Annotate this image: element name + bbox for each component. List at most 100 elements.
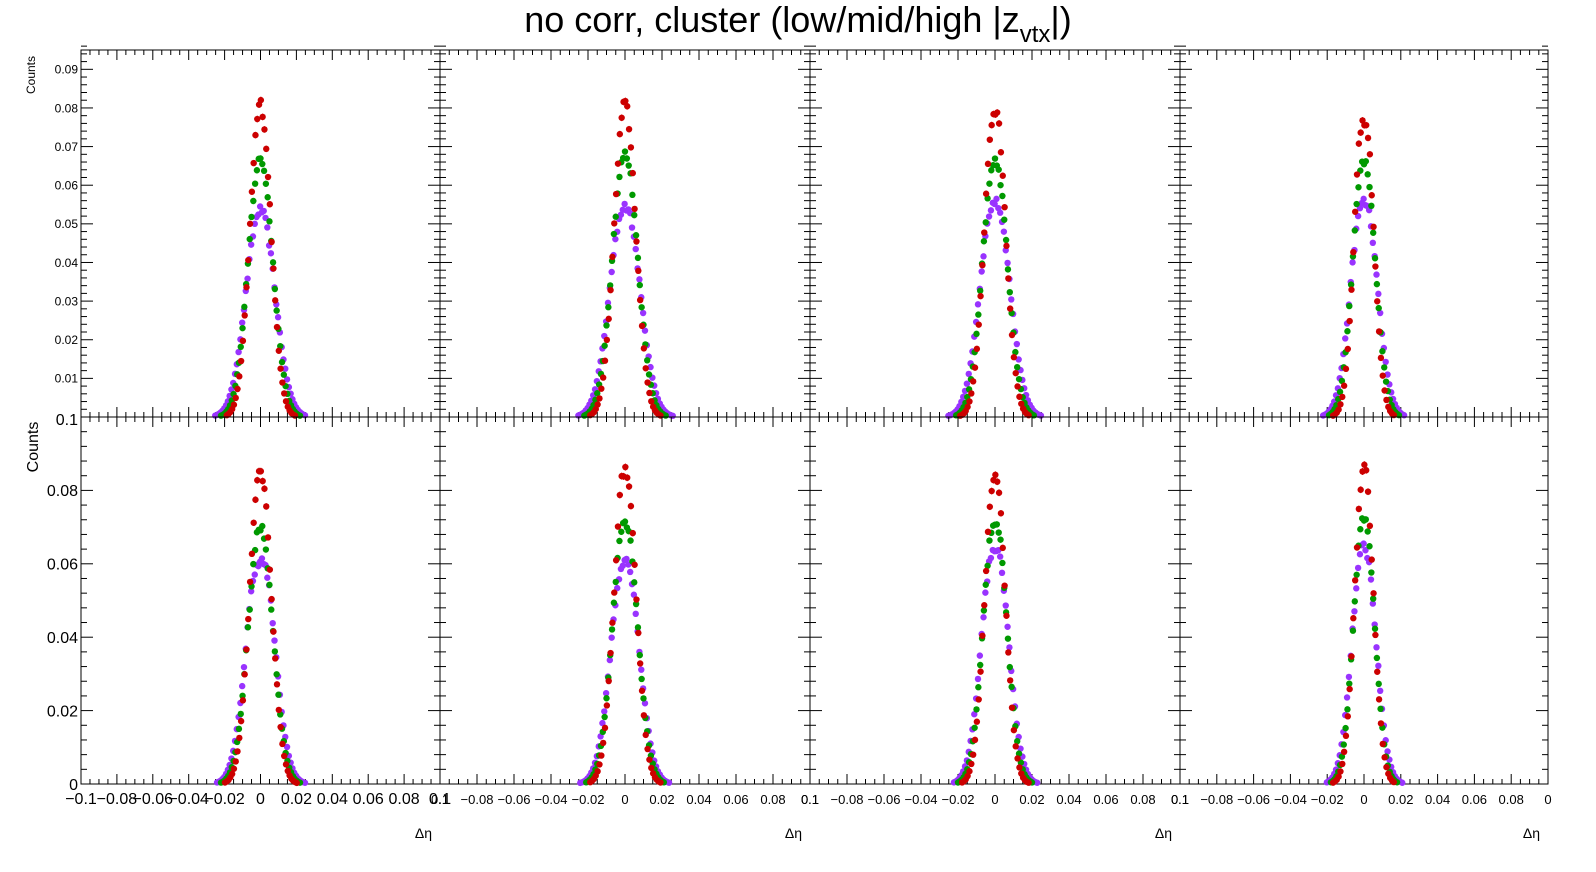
data-point xyxy=(246,578,254,586)
data-point xyxy=(632,232,640,239)
data-point xyxy=(1374,298,1381,305)
data-point xyxy=(261,126,268,133)
data-point xyxy=(641,700,649,707)
data-point xyxy=(262,546,270,553)
data-point xyxy=(1008,704,1016,711)
data-point xyxy=(1357,486,1364,493)
data-point xyxy=(1001,216,1008,223)
data-point xyxy=(994,478,1001,485)
data-point xyxy=(614,160,622,167)
data-point xyxy=(981,229,988,236)
x-tick-label: −0.1 xyxy=(65,791,97,808)
data-point xyxy=(1370,223,1377,231)
data-point xyxy=(1361,461,1368,468)
data-point xyxy=(973,718,981,725)
data-point xyxy=(1375,290,1382,298)
data-point xyxy=(235,348,242,356)
y-axis-label: Counts xyxy=(25,422,42,473)
data-point xyxy=(1339,393,1346,401)
data-point xyxy=(273,307,280,314)
data-point xyxy=(968,760,975,768)
data-point xyxy=(268,606,275,613)
data-point xyxy=(964,772,971,780)
data-point xyxy=(1344,328,1351,335)
data-point xyxy=(646,756,653,763)
data-point xyxy=(998,569,1006,577)
data-point xyxy=(973,345,981,353)
data-point xyxy=(248,213,255,221)
data-point xyxy=(1367,576,1375,583)
data-point xyxy=(282,761,290,768)
data-point xyxy=(263,503,270,510)
x-tick-label: −0.08 xyxy=(831,792,864,807)
data-point xyxy=(627,144,635,151)
data-point xyxy=(996,553,1004,560)
data-point xyxy=(1340,748,1348,756)
data-point xyxy=(262,180,270,187)
data-point xyxy=(275,347,283,354)
data-point xyxy=(1344,345,1352,353)
data-point xyxy=(997,149,1005,156)
data-point xyxy=(984,528,992,536)
data-point xyxy=(978,268,985,275)
data-point xyxy=(1353,571,1360,578)
data-point xyxy=(627,537,634,544)
x-tick-label: 0.1 xyxy=(429,791,451,808)
data-point xyxy=(1004,623,1011,630)
x-tick-label: 0 xyxy=(1360,792,1367,807)
x-tick-label: 0.1 xyxy=(1171,792,1189,807)
data-point xyxy=(241,303,248,311)
data-point xyxy=(601,724,609,732)
data-point xyxy=(648,764,655,772)
x-tick-label: −0.06 xyxy=(1237,792,1270,807)
data-point xyxy=(283,743,291,751)
data-point xyxy=(1344,706,1351,713)
data-point xyxy=(631,211,638,219)
data-point xyxy=(279,379,286,386)
data-point xyxy=(1008,683,1015,691)
x-tick-label: −0.02 xyxy=(572,792,605,807)
data-point xyxy=(631,205,638,213)
data-point xyxy=(1375,662,1382,670)
data-point xyxy=(623,555,630,563)
data-point xyxy=(616,130,624,138)
data-point xyxy=(277,723,284,731)
data-point xyxy=(601,713,608,721)
data-point xyxy=(605,304,612,311)
data-point xyxy=(599,739,607,747)
data-point xyxy=(1340,382,1348,389)
data-point xyxy=(1390,778,1398,786)
data-point xyxy=(988,167,995,174)
panel-frame xyxy=(1179,49,1549,418)
data-point xyxy=(1373,280,1381,288)
data-point xyxy=(603,695,610,702)
x-axis-label: Δη xyxy=(785,825,802,841)
data-point xyxy=(985,213,993,220)
data-point xyxy=(1383,396,1390,404)
data-point xyxy=(598,752,605,759)
y-axis-label: Counts xyxy=(24,56,38,94)
data-point xyxy=(1001,582,1008,589)
x-tick-label: 0.06 xyxy=(1093,792,1118,807)
data-point xyxy=(1335,406,1342,413)
data-point xyxy=(266,218,273,225)
data-point xyxy=(616,491,624,499)
data-point xyxy=(977,668,984,675)
data-point xyxy=(264,534,272,541)
x-tick-label: 0.02 xyxy=(281,791,312,808)
data-point xyxy=(1381,387,1388,394)
data-point xyxy=(1375,696,1383,703)
data-point xyxy=(1015,356,1022,363)
data-point xyxy=(612,190,620,198)
data-point xyxy=(251,571,258,578)
data-point xyxy=(1025,779,1032,786)
data-point xyxy=(982,581,989,588)
data-point xyxy=(251,220,258,228)
data-point xyxy=(1018,400,1025,407)
data-point xyxy=(259,522,266,530)
data-point xyxy=(272,655,279,662)
data-point xyxy=(1355,505,1363,513)
data-point xyxy=(278,358,286,366)
data-point xyxy=(1342,724,1349,732)
data-point xyxy=(1360,540,1367,547)
